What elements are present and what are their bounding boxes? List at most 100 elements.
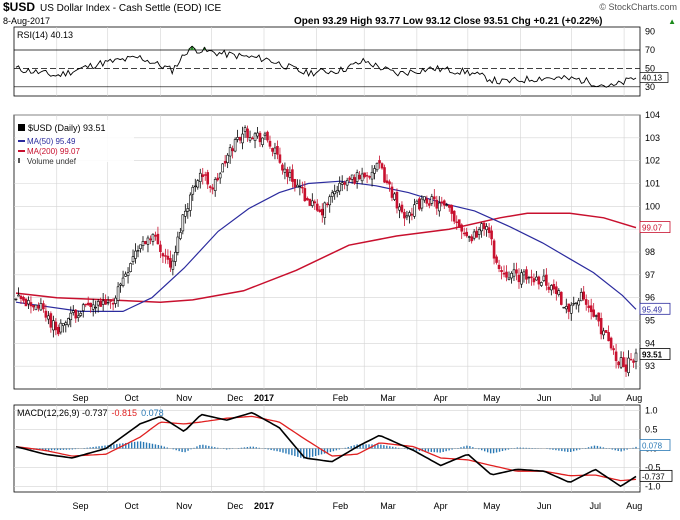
candle-body-54 (149, 238, 152, 241)
candle-body-217 (555, 286, 558, 295)
candle-body-19 (62, 323, 65, 326)
candle-body-244 (622, 357, 625, 368)
candle-body-17 (57, 326, 60, 335)
candle-body-88 (233, 139, 237, 152)
candle-body-82 (218, 173, 222, 179)
candle-body-124 (323, 202, 327, 218)
candle-body-136 (353, 177, 356, 184)
candle-body-40 (114, 297, 117, 304)
candle-body-195 (500, 270, 503, 273)
candle-body-125 (325, 203, 329, 206)
candle-body-140 (363, 172, 366, 178)
macd-last-value: -0.737 (642, 472, 665, 481)
candle-body-119 (311, 200, 314, 206)
candle-body-86 (228, 147, 232, 157)
candle-body-41 (116, 286, 120, 301)
candle-body-26 (79, 312, 83, 316)
candle-body-171 (440, 201, 444, 204)
candle-body-219 (560, 291, 563, 305)
candle-body-242 (617, 361, 620, 366)
price-tick-label-93: 93 (645, 361, 655, 371)
price-tick-label-100: 100 (645, 201, 660, 211)
candle-body-34 (99, 300, 102, 307)
rsi-tick-label-70: 70 (645, 45, 655, 55)
candle-body-35 (101, 300, 105, 305)
candle-body-45 (126, 272, 130, 276)
candle-body-144 (373, 168, 376, 174)
candle-body-132 (343, 182, 346, 185)
candle-body-173 (445, 204, 449, 206)
macd-legend: MACD(12,26,9) -0.737 -0.815 0.078 (17, 408, 164, 418)
candle-body-21 (66, 318, 70, 326)
candle-body-77 (206, 172, 210, 185)
candle-body-170 (437, 202, 441, 212)
rsi-layer (14, 45, 640, 88)
candle-body-233 (594, 315, 598, 317)
date-label: 8-Aug-2017 (3, 16, 50, 26)
macd-legend-main: MACD(12,26,9) -0.737 (17, 408, 108, 418)
candle-body-115 (301, 186, 304, 189)
macd-line (15, 411, 637, 488)
candle-body-81 (216, 177, 219, 181)
candle-body-160 (413, 204, 416, 217)
candle-body-211 (540, 282, 543, 286)
candle-body-8 (34, 304, 38, 311)
candle-body-134 (348, 177, 351, 180)
candle-body-182 (467, 236, 471, 238)
rsi-axis: 30 50 70 90 40.13 (639, 27, 669, 92)
candle-body-33 (96, 301, 100, 306)
candle-body-130 (338, 182, 341, 192)
candle-body-98 (258, 132, 262, 143)
candle-body-230 (587, 305, 590, 309)
ma200-last-box (639, 221, 671, 233)
candle-body-145 (375, 162, 379, 171)
candle-body-187 (480, 223, 483, 232)
price-tick-label-101: 101 (645, 179, 660, 189)
price-legend: $USD (Daily) 93.51 (28, 123, 106, 133)
candle-body-204 (522, 271, 526, 276)
x-label-Oct-0: Oct (124, 393, 139, 403)
candle-body-51 (141, 241, 145, 247)
candle-body-10 (39, 303, 43, 311)
candle-body-210 (537, 276, 541, 285)
candle-body-12 (44, 310, 48, 318)
x-label-Sep-0: Sep (73, 393, 89, 403)
candle-body-28 (84, 303, 88, 306)
candle-body-183 (470, 236, 473, 242)
candle-body-178 (457, 219, 461, 228)
candle-body-27 (81, 304, 85, 311)
candle-body-161 (415, 200, 419, 204)
candle-body-105 (276, 145, 279, 155)
candle-body-236 (602, 330, 605, 336)
candle-body-69 (186, 208, 190, 212)
candle-body-225 (574, 302, 578, 304)
price-legend-swatch (18, 124, 25, 131)
x-label-Mar-1: Mar (380, 501, 396, 511)
candle-body-48 (134, 250, 137, 259)
candle-body-167 (430, 196, 434, 204)
volume-legend: Volume undef (27, 157, 77, 166)
candle-body-234 (597, 312, 600, 322)
candle-body-66 (179, 232, 182, 239)
candle-body-184 (472, 231, 476, 239)
up-arrow-icon: ▲ (668, 17, 676, 26)
candle-body-112 (293, 178, 297, 188)
candle-body-18 (59, 322, 63, 333)
candle-body-163 (420, 198, 424, 209)
x-label-2017-0: 2017 (254, 393, 274, 403)
ma200-legend: MA(200) 99.07 (27, 147, 80, 156)
price-tick-label-98: 98 (645, 247, 655, 257)
candle-body-149 (385, 180, 389, 183)
x-label-Dec-1: Dec (227, 501, 244, 511)
candle-body-186 (477, 229, 481, 235)
candle-body-139 (360, 173, 364, 182)
ma200-last-value: 99.07 (642, 224, 663, 233)
candle-body-85 (226, 154, 229, 163)
candle-body-142 (368, 176, 371, 178)
candle-body-200 (512, 269, 516, 277)
candle-body-0 (14, 298, 18, 301)
price-tick-label-103: 103 (645, 133, 660, 143)
candle-body-80 (213, 179, 217, 191)
rsi-tick-label-50: 50 (645, 63, 655, 73)
